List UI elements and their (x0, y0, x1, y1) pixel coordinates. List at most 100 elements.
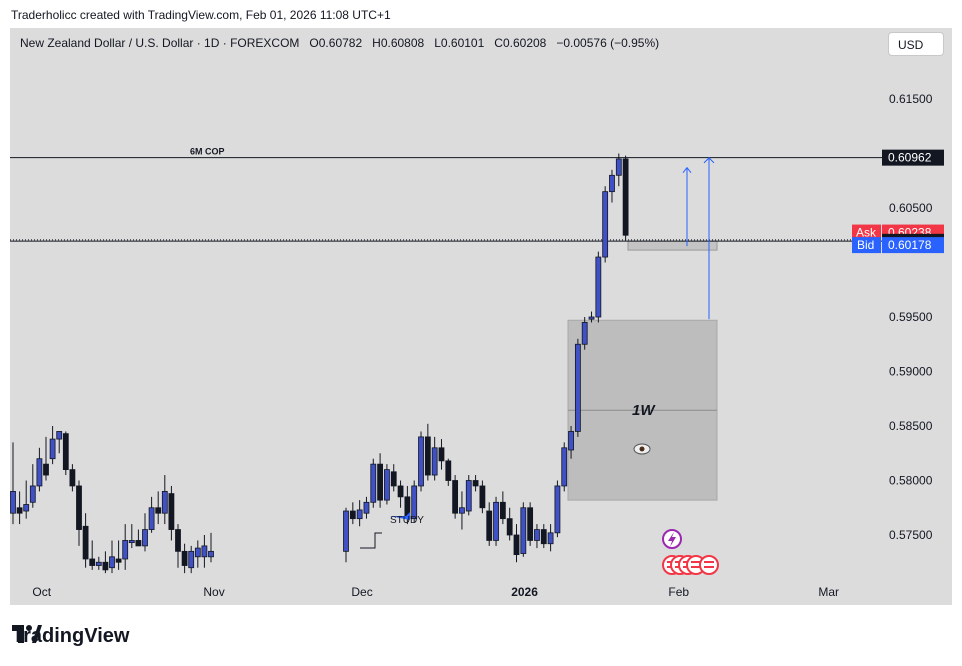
candle-body (343, 510, 349, 552)
candle-body (615, 158, 622, 176)
candle-body (513, 534, 520, 556)
us-flag-stripe-icon (704, 566, 714, 568)
x-tick-label: 2026 (511, 585, 538, 599)
candle-body (411, 485, 418, 520)
candle-body (561, 447, 568, 487)
candle-body (135, 540, 142, 547)
candle-body (95, 561, 102, 566)
us-flag-event-icon (699, 555, 719, 575)
tradingview-logo[interactable]: TradingView (12, 625, 129, 648)
candle-body (574, 343, 581, 432)
bid-zone-box (627, 240, 718, 251)
candle-body (486, 510, 493, 541)
y-tick-label: 0.59000 (889, 365, 933, 379)
candle-body (43, 463, 49, 476)
candle-body (527, 507, 534, 541)
candle-body (148, 507, 155, 530)
candle-body (445, 460, 452, 481)
study-label: STUDY (390, 515, 424, 526)
candle-body (356, 509, 363, 520)
tradingview-logo-icon (12, 625, 42, 643)
candle-body (465, 480, 472, 512)
candle-body (89, 558, 96, 566)
chart-area[interactable]: 1W 6M COP STUDY 0.61500 0.60500 0.59500 0.5900… (10, 28, 952, 605)
candle-body (581, 322, 588, 345)
bid-tag: Bid (857, 238, 874, 252)
candle-body (363, 501, 370, 514)
candle-body (472, 480, 479, 487)
candle-body (109, 556, 115, 569)
study-arrow-icon (390, 512, 410, 520)
candle-body (76, 485, 82, 530)
candle-body (493, 501, 499, 541)
candle-body (609, 174, 615, 193)
candle-body (142, 529, 148, 547)
candle-body (194, 547, 201, 558)
candle-body (377, 463, 384, 501)
legend-close: C0.60208 (494, 36, 547, 50)
candle-body (36, 458, 43, 487)
x-tick-label: Oct (32, 585, 51, 599)
legend-symbol: New Zealand Dollar / U.S. Dollar · 1D · … (20, 36, 300, 50)
currency-button[interactable]: USD (888, 32, 944, 56)
x-tick-label: Dec (351, 585, 372, 599)
bid-price-label: 0.60178 (888, 238, 932, 252)
candle-body (384, 469, 390, 501)
study-connector (360, 532, 382, 549)
eye-pupil-icon (639, 446, 645, 452)
zone-1w-label: 1W (632, 402, 656, 419)
candle-body (438, 447, 445, 462)
level-label-6m-cop: 6M COP (190, 147, 225, 157)
candlestick-chart[interactable]: 1W 6M COP STUDY 0.61500 0.60500 0.59500 0.5900… (10, 28, 952, 605)
us-flag-stripe-icon (704, 561, 714, 563)
candle-body (168, 493, 175, 530)
x-tick-label: Feb (668, 585, 689, 599)
candle-body (62, 433, 69, 471)
candle-body (16, 507, 23, 514)
target-arrow-long-head (703, 157, 715, 164)
candle-body (506, 518, 513, 536)
candle-body (128, 540, 135, 544)
ask-tag-box (852, 224, 881, 241)
candle-body (208, 550, 214, 558)
y-tick-label: 0.57500 (889, 528, 933, 542)
bid-price-label-box (882, 237, 944, 254)
candle-body (554, 485, 561, 534)
y-tick-label: 0.58500 (889, 419, 933, 433)
candle-body (595, 256, 602, 318)
candle-body (547, 532, 554, 545)
candle-body (29, 485, 36, 503)
candle-body (520, 507, 527, 554)
candle-body (499, 501, 506, 520)
y-tick-label: 0.58000 (889, 474, 933, 488)
candle-body (390, 471, 397, 487)
candle-body (201, 545, 208, 558)
legend-change: −0.00576 (−0.95%) (556, 36, 660, 50)
level-price-label-box (882, 149, 944, 166)
candle-body (115, 558, 122, 563)
candle-body (181, 550, 188, 566)
candle-body (82, 525, 89, 560)
y-tick-label: 0.60500 (889, 201, 933, 215)
x-tick-label: Mar (818, 585, 839, 599)
bid-tag-box (852, 237, 881, 254)
candle-body (102, 561, 109, 571)
candle-body (397, 485, 404, 498)
candle-body (69, 469, 76, 487)
candle-body (540, 529, 547, 545)
legend-low: L0.60101 (434, 36, 485, 50)
candle-body (49, 438, 56, 460)
candle-body (568, 431, 574, 451)
candle-body (452, 480, 459, 514)
candle-body (122, 540, 129, 560)
us-flag-stripe-icon (691, 561, 701, 563)
legend-high: H0.60808 (372, 36, 425, 50)
candle-body (479, 485, 486, 509)
x-tick-label: Nov (203, 585, 224, 599)
candle-body (588, 316, 595, 320)
candle-body (418, 436, 424, 487)
target-arrow-short-head (682, 166, 692, 173)
y-tick-label: 0.61500 (889, 92, 933, 106)
candle-body (602, 191, 609, 258)
candle-body (161, 490, 168, 514)
